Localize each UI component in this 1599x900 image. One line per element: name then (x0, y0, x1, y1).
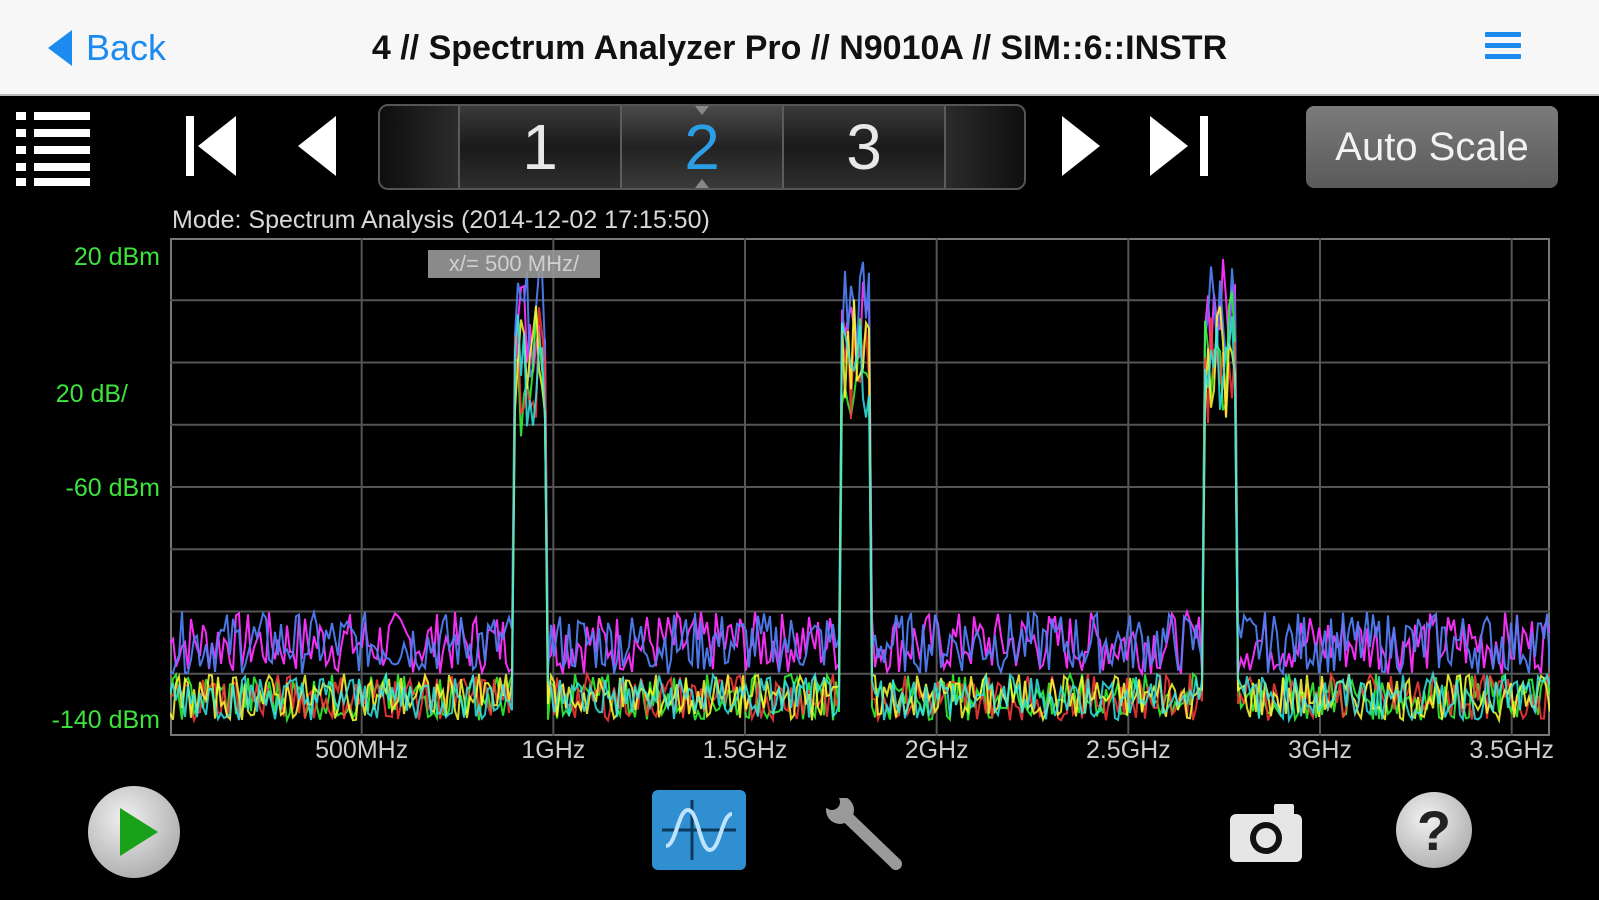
trace-series-line (170, 314, 1550, 724)
waveform-icon (662, 800, 736, 860)
trace-selector-right-edge (946, 106, 1024, 188)
trace-series-line (170, 259, 1550, 678)
x-tick-label: 1GHz (521, 736, 586, 764)
x-tick-label: 3.5GHz (1469, 736, 1555, 764)
x-tick-label: 2GHz (904, 736, 969, 764)
page-title: 4 // Spectrum Analyzer Pro // N9010A // … (371, 29, 1228, 67)
trace-tab-1[interactable]: 1 (460, 106, 622, 188)
chevron-left-icon (48, 30, 72, 66)
help-icon: ? (1416, 799, 1452, 862)
trace-tab-2[interactable]: 2 (622, 106, 784, 188)
y-label-mid: -60 dBm (65, 474, 160, 502)
waveform-mode-button[interactable] (652, 790, 746, 870)
skip-last-icon[interactable] (1150, 116, 1214, 178)
camera-icon (1230, 804, 1302, 862)
y-label-scale: 20 dB/ (55, 380, 128, 408)
list-icon[interactable] (16, 110, 90, 186)
nav-bar: Back 4 // Spectrum Analyzer Pro // N9010… (0, 0, 1599, 96)
play-button[interactable] (88, 786, 180, 878)
mode-status-text: Mode: Spectrum Analysis (2014-12-02 17:1… (172, 206, 710, 234)
y-label-bottom: -140 dBm (51, 706, 160, 734)
back-button[interactable]: Back (48, 22, 166, 74)
y-label-top: 20 dBm (73, 243, 160, 271)
auto-scale-button[interactable]: Auto Scale (1306, 106, 1558, 188)
back-label: Back (86, 27, 167, 68)
x-tick-label: 3GHz (1288, 736, 1352, 764)
trace-series-line (170, 299, 1550, 724)
help-button[interactable]: ? (1396, 792, 1472, 868)
prev-icon[interactable] (298, 116, 338, 178)
trace-tab-3[interactable]: 3 (784, 106, 946, 188)
spectrum-plot[interactable] (170, 238, 1550, 736)
trace-selector-left-edge (380, 106, 460, 188)
wrench-icon (824, 794, 902, 870)
trace-selector[interactable]: 1 2 3 (378, 104, 1026, 190)
hamburger-icon[interactable] (1485, 32, 1521, 62)
x-tick-label: 500MHz (315, 736, 409, 764)
x-division-badge: x/= 500 MHz/ (428, 250, 600, 278)
play-icon (120, 808, 158, 856)
screenshot-button[interactable] (1228, 802, 1304, 864)
settings-button[interactable] (822, 794, 906, 872)
trace-series-line (170, 261, 1550, 677)
next-icon[interactable] (1062, 116, 1102, 178)
x-tick-label: 2.5GHz (1085, 736, 1171, 764)
x-tick-label: 1.5GHz (702, 736, 788, 764)
skip-first-icon[interactable] (186, 116, 248, 178)
